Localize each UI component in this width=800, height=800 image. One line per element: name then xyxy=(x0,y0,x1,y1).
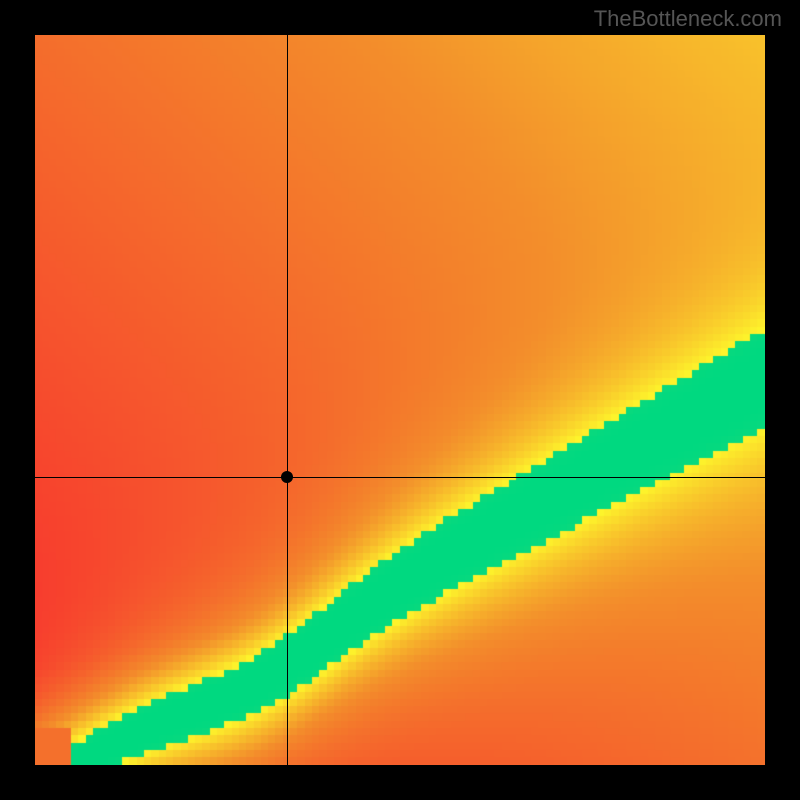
crosshair-point xyxy=(281,471,293,483)
heatmap-canvas xyxy=(35,35,765,765)
crosshair-vertical xyxy=(287,35,288,765)
crosshair-horizontal xyxy=(35,477,765,478)
plot-area xyxy=(35,35,765,765)
chart-container: TheBottleneck.com xyxy=(0,0,800,800)
watermark-text: TheBottleneck.com xyxy=(594,6,782,32)
